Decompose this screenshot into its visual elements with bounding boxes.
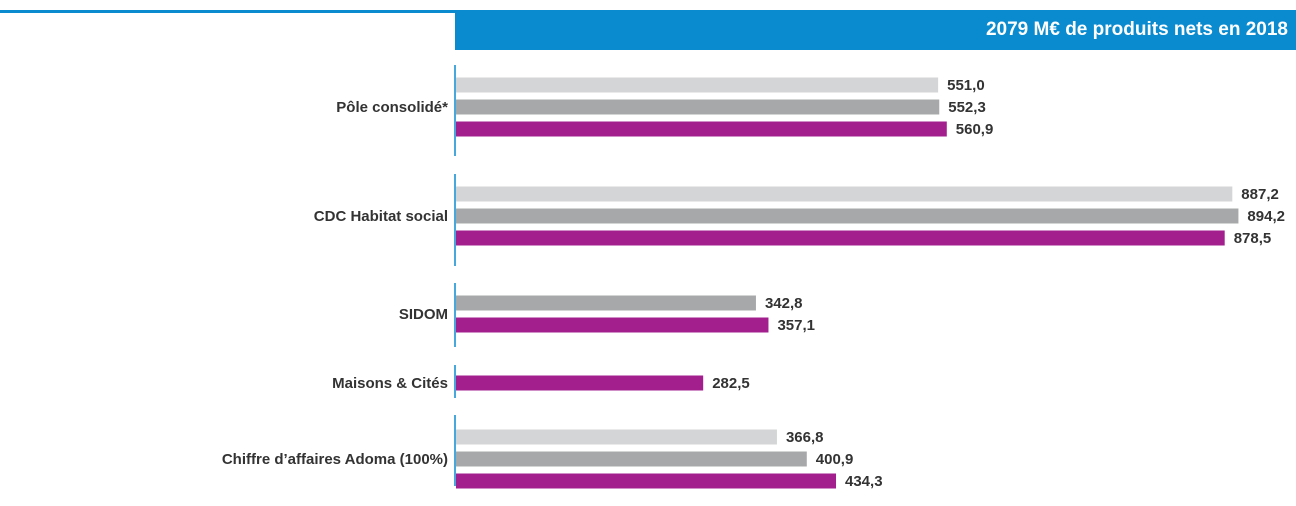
category-label: Pôle consolidé* (336, 99, 448, 116)
bar (456, 451, 807, 467)
data-label: 282,5 (712, 375, 750, 392)
data-label: 434,3 (845, 473, 883, 490)
data-label: 878,5 (1234, 230, 1272, 247)
category-label: Chiffre d’affaires Adoma (100%) (222, 451, 448, 468)
data-label: 366,8 (786, 429, 824, 446)
data-label: 552,3 (948, 99, 986, 116)
data-label: 894,2 (1247, 208, 1285, 225)
header-band: 2079 M€ de produits nets en 2018 (455, 10, 1296, 50)
bar (456, 121, 947, 137)
bar (456, 230, 1225, 246)
bar (456, 295, 756, 311)
bar (456, 208, 1239, 224)
data-label: 560,9 (956, 121, 994, 138)
data-label: 342,8 (765, 295, 803, 312)
bar (456, 317, 769, 333)
data-label: 357,1 (777, 317, 815, 334)
category-label: SIDOM (399, 306, 448, 323)
category-label: CDC Habitat social (314, 208, 448, 225)
chart-title: 2079 M€ de produits nets en 2018 (985, 19, 1288, 40)
data-label: 887,2 (1241, 186, 1279, 203)
bar (456, 77, 939, 93)
bar (456, 186, 1233, 202)
bar (456, 429, 777, 445)
data-label: 400,9 (816, 451, 854, 468)
category-label: Maisons & Cités (332, 375, 448, 392)
data-label: 551,0 (947, 77, 985, 94)
bar (456, 99, 940, 115)
bar (456, 473, 837, 489)
bar (456, 375, 704, 391)
